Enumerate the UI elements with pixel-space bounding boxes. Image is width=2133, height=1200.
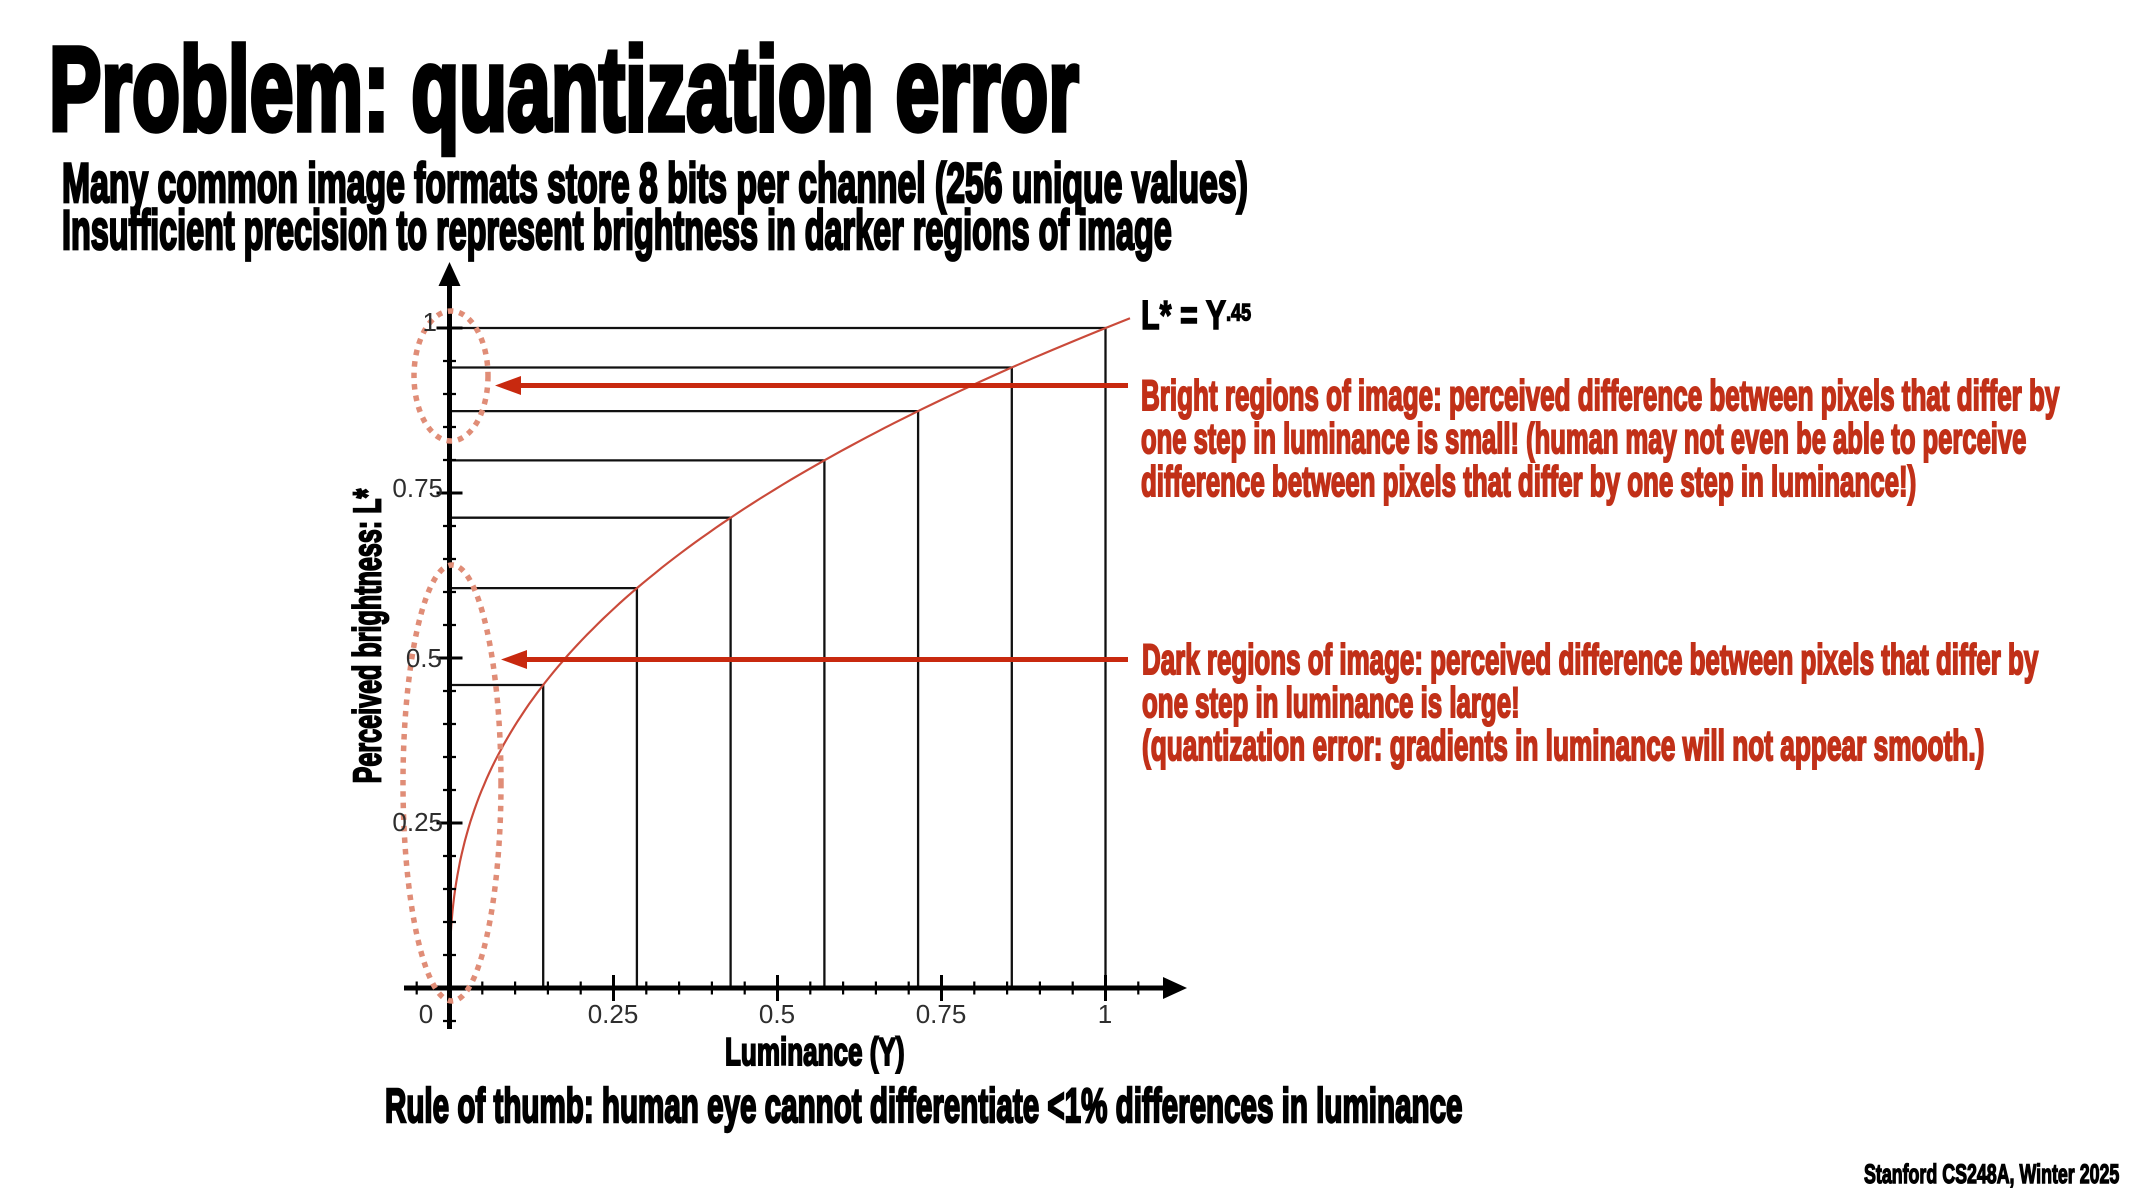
- svg-text:0.25: 0.25: [588, 999, 639, 1029]
- svg-text:0.25: 0.25: [392, 807, 443, 837]
- svg-text:0.5: 0.5: [406, 643, 442, 673]
- svg-text:0.5: 0.5: [759, 999, 795, 1029]
- svg-text:0: 0: [419, 999, 433, 1029]
- svg-text:0.75: 0.75: [392, 473, 443, 503]
- svg-text:1: 1: [1098, 999, 1112, 1029]
- svg-text:0.75: 0.75: [916, 999, 967, 1029]
- svg-text:Perceived brightness: L*: Perceived brightness: L*: [345, 488, 389, 783]
- svg-text:1: 1: [423, 307, 437, 337]
